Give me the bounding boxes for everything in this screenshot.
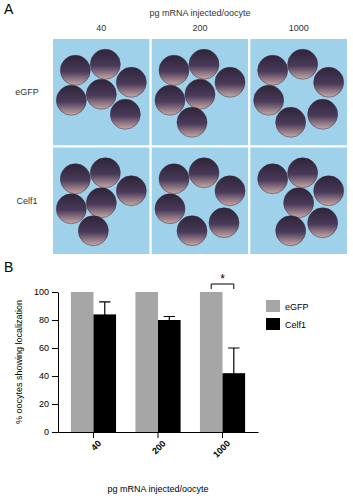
oocyte	[284, 188, 314, 218]
tick: 1000	[211, 432, 232, 460]
x-axis: 40 200 1000	[59, 432, 259, 460]
oocyte	[56, 85, 86, 115]
tick-label: 80	[39, 315, 49, 325]
bar	[158, 320, 181, 432]
oocyte	[215, 67, 245, 97]
bar	[71, 292, 94, 432]
column-label: 1000	[289, 23, 309, 33]
axis-line	[58, 293, 59, 433]
tick: 200	[150, 432, 168, 456]
figure: ABpg mRNA injected/oocyte402001000eGFPCe…	[0, 0, 353, 500]
oocyte	[308, 99, 338, 129]
oocyte	[78, 216, 108, 246]
tick: 40	[39, 371, 58, 381]
oocyte	[189, 158, 219, 188]
legend-swatch	[266, 318, 280, 330]
oocyte	[209, 208, 239, 238]
tick-label: 200	[150, 438, 168, 456]
tick-label: 40	[39, 371, 49, 381]
annotation: *	[220, 272, 225, 286]
oocyte	[60, 164, 90, 194]
panel-label: B	[4, 259, 13, 275]
tick-mark	[158, 432, 159, 438]
tick-label: 100	[34, 287, 49, 297]
oocyte	[189, 49, 219, 79]
tick-mark	[52, 376, 58, 377]
tick-mark	[222, 432, 223, 438]
tick-mark	[93, 432, 94, 438]
bar	[135, 292, 158, 432]
panel-title: pg mRNA injected/oocyte	[149, 8, 250, 18]
legend-label: Celf1	[285, 320, 306, 330]
error-bar	[228, 348, 239, 398]
tick: 100	[34, 287, 58, 297]
oocyte	[159, 55, 189, 85]
oocyte	[90, 158, 120, 188]
oocyte	[308, 208, 338, 238]
tick-mark	[52, 348, 58, 349]
row-label: Celf1	[16, 196, 37, 206]
legend: eGFP Celf1	[266, 300, 309, 330]
tick-label: 60	[39, 343, 49, 353]
plot-area	[71, 292, 245, 432]
tick: 60	[39, 343, 58, 353]
column-label: 200	[192, 23, 207, 33]
oocyte	[60, 55, 90, 85]
photo-cell	[52, 147, 151, 256]
oocyte	[116, 67, 146, 97]
photo-cell	[52, 38, 151, 147]
tick: 40	[89, 432, 103, 453]
oocyte	[155, 85, 185, 115]
oocyte	[288, 158, 318, 188]
tick-label: 20	[39, 399, 49, 409]
oocyte	[258, 55, 288, 85]
y-axis-title: % oocytes showing localization	[14, 300, 24, 424]
tick: 20	[39, 399, 58, 409]
tick-label: 1000	[211, 438, 232, 459]
panel-label: A	[4, 1, 14, 17]
oocyte	[155, 194, 185, 224]
tick: 0	[44, 427, 58, 437]
row-label: eGFP	[15, 87, 39, 97]
photo-cell	[249, 147, 348, 256]
legend-label: eGFP	[285, 302, 309, 312]
oocyte	[116, 176, 146, 206]
oocyte	[276, 216, 306, 246]
tick-label: 0	[44, 427, 49, 437]
y-axis: 0 20 40 60 80 100	[34, 287, 59, 437]
oocyte	[276, 107, 306, 137]
tick: 80	[39, 315, 58, 325]
tick-label: 40	[89, 438, 103, 452]
legend-swatch	[266, 300, 280, 312]
oocyte	[159, 164, 189, 194]
error-bar	[164, 317, 175, 324]
oocyte	[110, 99, 140, 129]
column-label: 40	[96, 23, 106, 33]
oocyte	[215, 176, 245, 206]
x-axis-title: pg mRNA injected/oocyte	[107, 484, 208, 494]
oocyte	[185, 79, 215, 109]
photo-cell	[151, 38, 250, 147]
oocyte	[56, 194, 86, 224]
tick-mark	[52, 404, 58, 405]
tick-mark	[52, 292, 58, 293]
oocyte	[86, 188, 116, 218]
oocyte	[86, 79, 116, 109]
oocyte	[314, 67, 344, 97]
photo-cell	[249, 38, 348, 147]
tick-mark	[52, 320, 58, 321]
tick-mark	[52, 432, 58, 433]
oocyte	[288, 49, 318, 79]
bar	[200, 292, 223, 432]
oocyte	[90, 49, 120, 79]
oocyte	[254, 85, 284, 115]
photo-cell	[151, 147, 250, 256]
bar	[93, 314, 116, 432]
error-bar	[99, 302, 110, 327]
oocyte	[177, 216, 207, 246]
oocyte	[314, 176, 344, 206]
oocyte	[258, 164, 288, 194]
oocyte	[177, 107, 207, 137]
